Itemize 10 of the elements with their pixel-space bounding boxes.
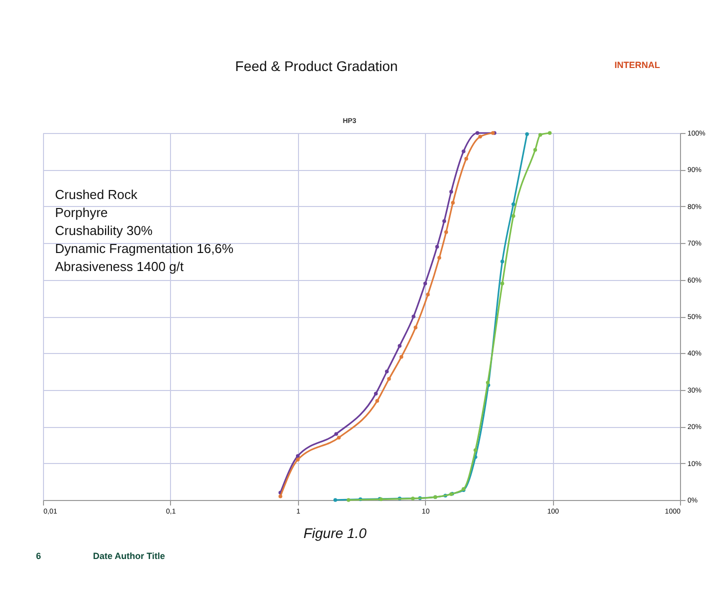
text: Date Author Title <box>93 551 166 561</box>
annotation: Porphyre <box>55 205 108 220</box>
annotation: Abrasiveness 1400 g/t <box>55 259 184 274</box>
annotation: Crushed Rock <box>55 187 138 202</box>
chart-title: Feed & Product Gradation <box>235 58 398 74</box>
text: 6 <box>36 551 42 561</box>
text: INTERNAL <box>614 60 660 70</box>
annotation: Crushability 30% <box>55 223 153 238</box>
caption: Figure 1.0 <box>303 525 367 541</box>
annotation: Dynamic Fragmentation 16,6% <box>55 241 234 256</box>
